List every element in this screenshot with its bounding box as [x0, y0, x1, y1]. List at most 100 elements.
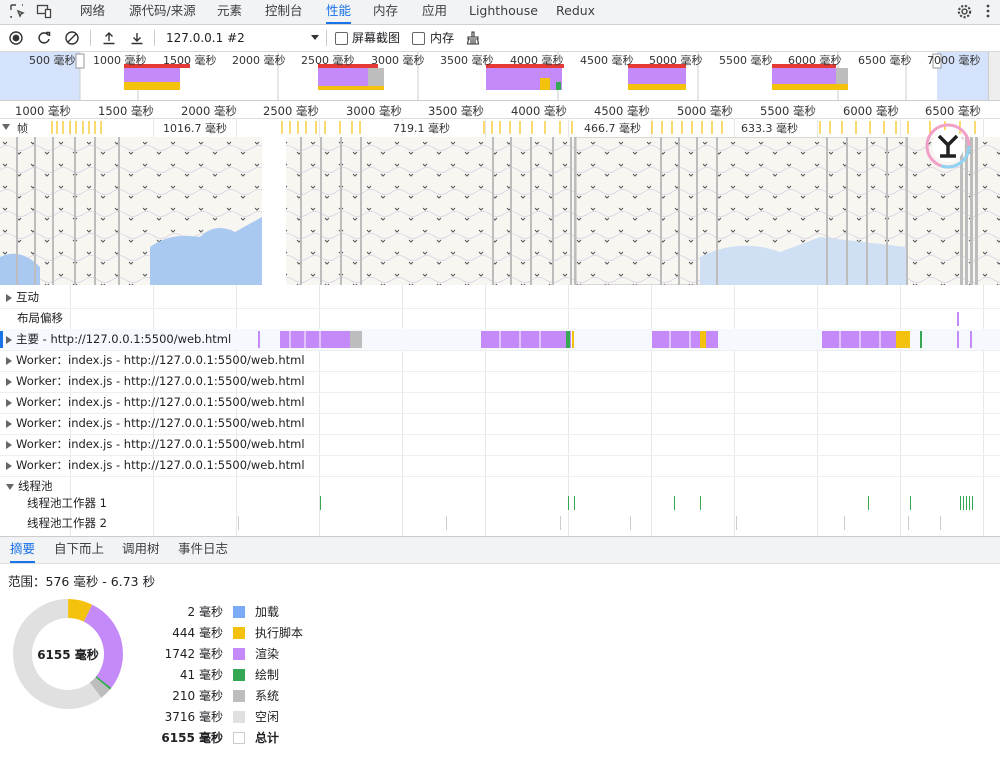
tab-network[interactable]: 网络 [80, 3, 106, 18]
ruler-label: 3000 毫秒 [346, 104, 402, 118]
legend-label: 空闲 [255, 710, 280, 724]
interactions-label: 互动 [16, 290, 39, 304]
legend-swatch [233, 627, 245, 639]
worker-label: Worker：index.js - http://127.0.0.1:5500/… [16, 416, 305, 430]
thread-pool-worker-label: 线程池工作器 2 [27, 516, 107, 530]
tab-elements[interactable]: 元素 [217, 3, 243, 18]
worker-label: Worker：index.js - http://127.0.0.1:5500/… [16, 437, 305, 451]
legend-swatch [233, 711, 245, 723]
tab-memory[interactable]: 内存 [373, 3, 399, 18]
frames-track-header[interactable]: 帧 1016.7 毫秒 719.1 毫秒 466.7 毫秒 633.3 毫秒 [0, 118, 1000, 136]
legend-row: 3716 毫秒 空闲 [150, 707, 350, 728]
tab-lighthouse[interactable]: Lighthouse [469, 3, 538, 18]
toolbar-divider [154, 30, 155, 46]
worker-track[interactable]: Worker：index.js - http://127.0.0.1:5500/… [0, 371, 1000, 393]
legend-row: 2 毫秒 加载 [150, 602, 350, 623]
toolbar-divider [90, 30, 91, 46]
chevron-down-icon[interactable] [311, 35, 319, 40]
ruler-label: 3500 毫秒 [428, 104, 484, 118]
tab-call-tree[interactable]: 调用树 [122, 541, 160, 556]
recording-select[interactable]: 127.0.0.1 #2 [166, 31, 245, 45]
thread-pool-worker-track[interactable]: 线程池工作器 1 [0, 494, 1000, 512]
clear-icon[interactable] [63, 29, 81, 47]
timeline-overview[interactable]: 500 毫秒 1000 毫秒 1500 毫秒 2000 毫秒 2500 毫秒 3… [0, 52, 1000, 101]
frame-ticks [51, 121, 976, 134]
legend-row: 41 毫秒 绘制 [150, 665, 350, 686]
donut-slice-5 [12, 599, 102, 709]
overview-time-label: 3500 毫秒 [440, 54, 494, 67]
tab-summary[interactable]: 摘要 [10, 537, 36, 563]
worker-track[interactable]: Worker：index.js - http://127.0.0.1:5500/… [0, 392, 1000, 414]
overview-cpu-chart [75, 52, 942, 100]
main-thread-track[interactable]: 主要 - http://127.0.0.1:5500/web.html [0, 329, 1000, 351]
overview-time-label: 3000 毫秒 [371, 54, 425, 67]
overview-time-label: 1500 毫秒 [163, 54, 217, 67]
overlay-logo-icon [925, 123, 971, 169]
more-options-icon[interactable] [985, 3, 991, 27]
interactions-track[interactable]: 互动 [0, 287, 1000, 309]
ruler-label: 6000 毫秒 [843, 104, 899, 118]
worker-track[interactable]: Worker：index.js - http://127.0.0.1:5500/… [0, 434, 1000, 456]
legend-label: 绘制 [255, 668, 280, 682]
legend-swatch [233, 732, 245, 744]
screenshot-filmstrip[interactable] [0, 123, 1000, 285]
overview-time-label: 4000 毫秒 [510, 54, 564, 67]
ruler-label: 5500 毫秒 [760, 104, 816, 118]
screenshots-checkbox[interactable] [335, 32, 348, 45]
layout-shift-marker[interactable] [957, 312, 959, 326]
thread-pool-track[interactable]: 线程池 [0, 476, 1000, 497]
ruler-label: 6500 毫秒 [925, 104, 981, 118]
legend-value: 3716 毫秒 [164, 710, 223, 724]
tab-performance[interactable]: 性能 [326, 0, 352, 24]
upload-profile-icon[interactable] [100, 29, 118, 47]
tab-redux[interactable]: Redux [556, 3, 596, 18]
thread-pool-worker-track[interactable]: 线程池工作器 2 [0, 512, 1000, 534]
tab-sources[interactable]: 源代码/来源 [129, 3, 196, 18]
layout-shift-track[interactable]: 布局偏移 [0, 308, 1000, 330]
overview-scrollbar[interactable] [988, 52, 1000, 100]
worker-track[interactable]: Worker：index.js - http://127.0.0.1:5500/… [0, 413, 1000, 435]
collect-garbage-icon[interactable] [464, 29, 482, 47]
legend-label: 加载 [255, 605, 280, 619]
tab-event-log[interactable]: 事件日志 [178, 541, 229, 556]
inspect-element-icon[interactable] [9, 3, 25, 27]
record-icon[interactable] [7, 29, 25, 47]
donut-center-total: 6155 毫秒 [37, 648, 99, 662]
worker-label: Worker：index.js - http://127.0.0.1:5500/… [16, 353, 305, 367]
layout-shift-label: 布局偏移 [17, 311, 63, 325]
download-profile-icon[interactable] [128, 29, 146, 47]
screenshots-label: 屏幕截图 [352, 31, 401, 45]
legend-swatch [233, 606, 245, 618]
overview-time-label: 5000 毫秒 [649, 54, 703, 67]
collapse-triangle-icon[interactable] [2, 124, 10, 130]
legend-row: 210 毫秒 系统 [150, 686, 350, 707]
worker-track[interactable]: Worker：index.js - http://127.0.0.1:5500/… [0, 455, 1000, 477]
ruler-label: 5000 毫秒 [677, 104, 733, 118]
frames-label: 帧 [17, 122, 28, 135]
frame-duration: 633.3 毫秒 [741, 122, 798, 135]
ruler-label: 4500 毫秒 [594, 104, 650, 118]
summary-donut-chart: 6155 毫秒 [12, 599, 123, 709]
main-thread-activity [258, 331, 972, 348]
tab-console[interactable]: 控制台 [265, 3, 303, 18]
tab-bottom-up[interactable]: 自下而上 [54, 541, 105, 556]
reload-record-icon[interactable] [35, 29, 53, 47]
memory-checkbox[interactable] [412, 32, 425, 45]
ruler-label: 1500 毫秒 [98, 104, 154, 118]
device-toolbar-icon[interactable] [36, 3, 52, 27]
worker-track[interactable]: Worker：index.js - http://127.0.0.1:5500/… [0, 350, 1000, 372]
overview-unselected-region [0, 52, 80, 100]
overview-time-label: 1000 毫秒 [93, 54, 147, 67]
overview-time-label: 4500 毫秒 [580, 54, 634, 67]
legend-label: 总计 [255, 731, 280, 745]
ruler-label: 2000 毫秒 [181, 104, 237, 118]
legend-value: 2 毫秒 [187, 605, 223, 619]
donut-slice-2 [83, 604, 123, 688]
overview-time-label: 2000 毫秒 [232, 54, 286, 67]
memory-label: 内存 [430, 31, 455, 45]
settings-gear-icon[interactable] [956, 3, 973, 27]
legend-row: 1742 毫秒 渲染 [150, 644, 350, 665]
worker-label: Worker：index.js - http://127.0.0.1:5500/… [16, 458, 305, 472]
tab-application[interactable]: 应用 [422, 3, 448, 18]
frame-duration: 466.7 毫秒 [584, 122, 641, 135]
